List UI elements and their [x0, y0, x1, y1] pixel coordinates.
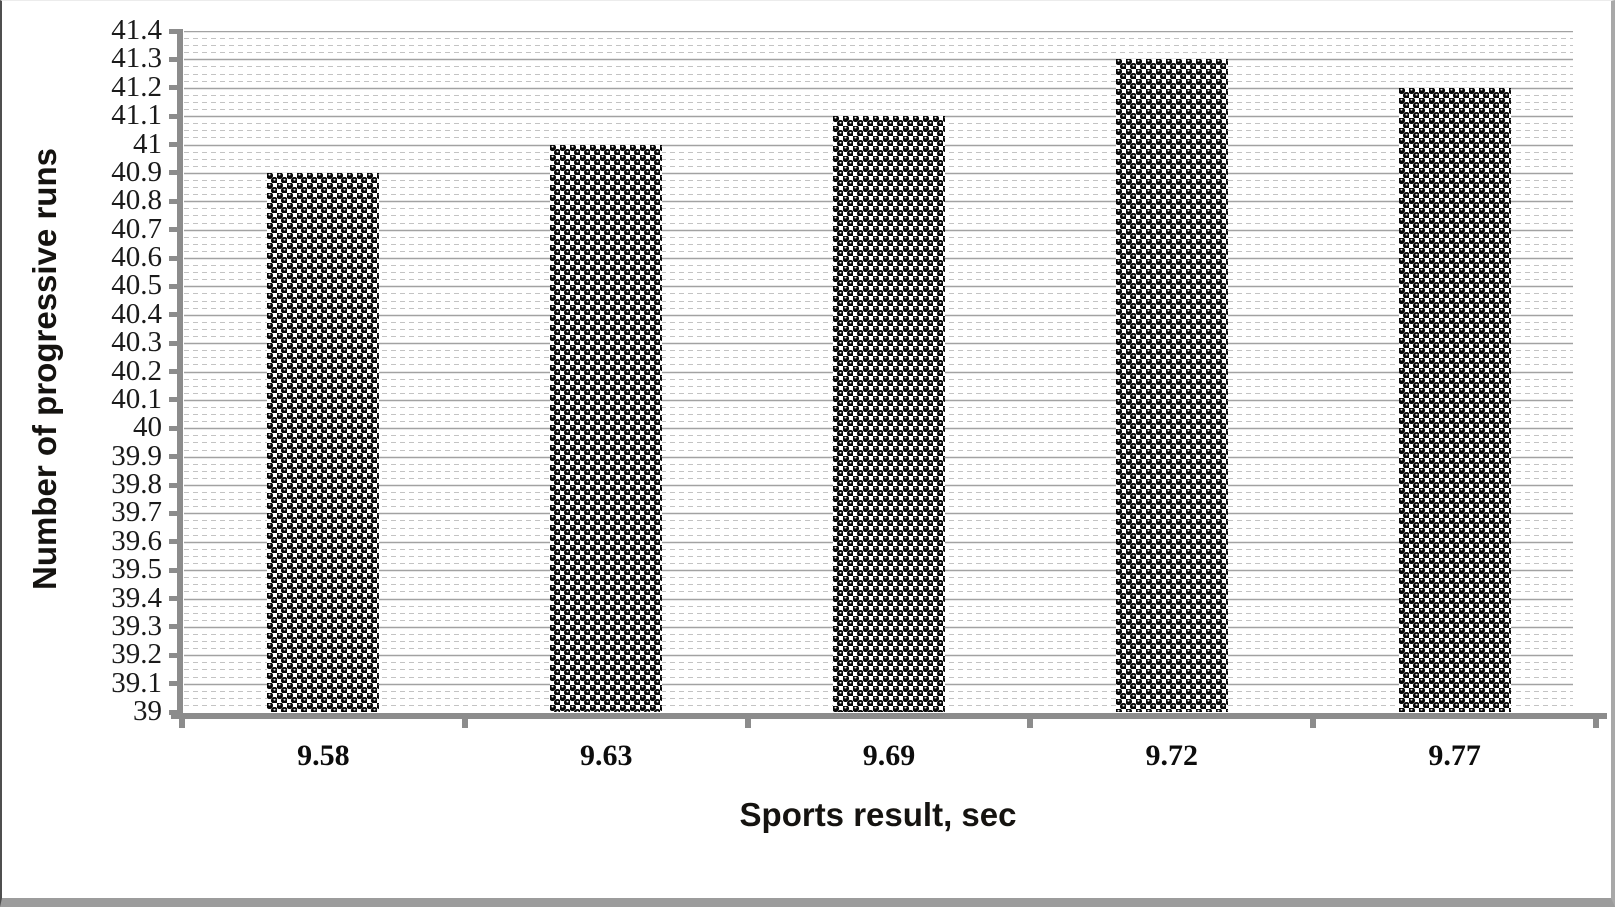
y-tick-label: 40 — [133, 411, 162, 444]
x-tick-label: 9.58 — [297, 739, 350, 772]
x-tick-mark — [1593, 719, 1599, 728]
y-tick-mark — [169, 397, 177, 403]
y-tick-mark — [169, 255, 177, 261]
x-tick-label: 9.69 — [862, 739, 916, 772]
y-tick-mark — [169, 681, 177, 687]
y-tick-mark — [169, 652, 177, 658]
y-tick-mark — [169, 283, 177, 289]
y-tick-label: 40.2 — [111, 354, 162, 387]
y-tick-mark — [169, 340, 177, 346]
x-tick-mark — [179, 719, 185, 728]
y-tick-label: 40.9 — [111, 155, 162, 188]
y-tick-mark — [169, 227, 177, 233]
y-tick-mark — [169, 142, 177, 147]
x-tick-label: 9.63 — [579, 739, 633, 772]
y-tick-mark — [169, 596, 177, 601]
y-tick-mark — [169, 482, 177, 488]
y-tick-mark — [169, 369, 177, 374]
y-tick-label: 40.8 — [111, 184, 162, 217]
y-tick-label: 39.2 — [111, 638, 162, 671]
bar-9.69 — [833, 116, 945, 712]
y-tick-mark — [169, 28, 177, 34]
y-tick-label: 39.8 — [111, 468, 162, 500]
y-tick-mark — [169, 56, 177, 62]
y-tick-mark — [169, 85, 177, 91]
y-tick-mark — [169, 567, 177, 573]
y-tick-label: 39 — [133, 695, 162, 727]
y-tick-label: 39.6 — [111, 524, 162, 557]
y-tick-mark — [169, 198, 177, 204]
x-axis-line — [171, 713, 1607, 719]
y-tick-label: 41.1 — [111, 99, 162, 132]
y-tick-label: 40.6 — [111, 241, 162, 273]
x-tick-mark — [461, 719, 468, 728]
bar-9.72 — [1115, 59, 1228, 712]
y-tick-mark — [169, 539, 177, 545]
x-tick-mark — [1027, 719, 1034, 728]
y-tick-label: 39.7 — [111, 496, 162, 529]
y-tick-label: 41.3 — [111, 42, 162, 75]
x-tick-label: 9.77 — [1428, 739, 1481, 772]
y-tick-label: 39.9 — [111, 439, 162, 472]
y-tick-label: 39.4 — [111, 581, 162, 614]
y-tick-label: 40.7 — [111, 212, 162, 245]
bar-9.63 — [550, 144, 663, 712]
y-tick-mark — [169, 425, 177, 431]
y-tick-mark — [169, 454, 177, 460]
bar-9.58 — [267, 172, 380, 712]
y-tick-label: 41.4 — [111, 14, 162, 46]
x-tick-mark — [744, 719, 751, 728]
y-axis-title: Number of progressive runs — [26, 148, 63, 590]
bar-9.77 — [1398, 87, 1511, 712]
y-tick-label: 39.3 — [111, 609, 162, 642]
y-tick-label: 39.1 — [111, 666, 162, 699]
y-tick-label: 40.3 — [111, 326, 162, 359]
y-tick-mark — [169, 312, 177, 318]
y-tick-label: 40.1 — [111, 382, 162, 415]
y-tick-label: 40.4 — [111, 297, 162, 330]
y-tick-mark — [169, 624, 177, 630]
y-tick-mark — [169, 170, 177, 176]
y-tick-mark — [169, 113, 177, 119]
y-tick-mark — [169, 709, 177, 715]
x-tick-mark — [1310, 719, 1317, 728]
y-axis-line — [177, 29, 183, 719]
y-tick-label: 39.5 — [111, 553, 162, 586]
x-axis-title: Sports result, sec — [739, 796, 1017, 833]
y-tick-label: 41.2 — [111, 70, 162, 103]
y-tick-label: 41 — [133, 127, 162, 160]
y-tick-mark — [169, 510, 177, 516]
x-tick-label: 9.72 — [1145, 739, 1199, 772]
y-tick-label: 40.5 — [111, 269, 162, 302]
